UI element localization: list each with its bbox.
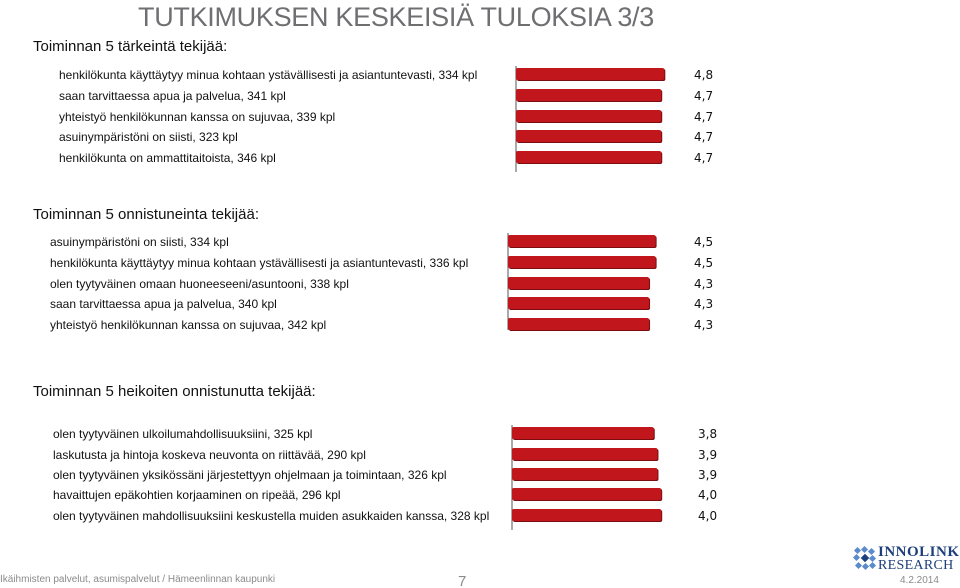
chart-1-value-label: 4,8 xyxy=(694,68,714,82)
chart-1-category-label: henkilökunta on ammattitaitoista, 346 kp… xyxy=(59,151,276,165)
chart-1-value-label: 4,7 xyxy=(694,89,714,103)
chart-2-category-label: asuinympäristöni on siisti, 334 kpl xyxy=(50,235,229,249)
chart-1-bar xyxy=(516,68,665,80)
logo-text-innolink: INNOLINK xyxy=(878,544,960,560)
chart-2-bar xyxy=(508,256,656,268)
chart-3-category-label: laskutusta ja hintoja koskeva neuvonta o… xyxy=(53,448,366,462)
chart-3-category-label: olen tyytyväinen yksikössäni järjestetty… xyxy=(53,468,447,482)
chart-2-bar xyxy=(508,297,650,309)
chart-3-bar xyxy=(512,509,662,521)
chart-3-bar xyxy=(512,488,662,500)
innolink-logo: INNOLINK RESEARCH xyxy=(853,544,959,574)
chart-1-title: Toiminnan 5 tärkeintä tekijää: xyxy=(33,38,228,55)
chart-1-bar xyxy=(516,151,662,163)
chart-2-value-label: 4,3 xyxy=(694,277,714,291)
chart-3-value-label: 3,8 xyxy=(698,427,718,441)
chart-3-category-label: olen tyytyväinen mahdollisuuksiini kesku… xyxy=(53,509,490,523)
chart-1-bar xyxy=(516,89,662,101)
chart-3-category-label: havaittujen epäkohtien korjaaminen on ri… xyxy=(53,488,341,502)
chart-3-bar xyxy=(512,427,654,439)
chart-1-category-label: henkilökunta käyttäytyy minua kohtaan ys… xyxy=(59,68,478,82)
chart-3-title: Toiminnan 5 heikoiten onnistunutta tekij… xyxy=(33,383,316,400)
chart-2-category-label: saan tarvittaessa apua ja palvelua, 340 … xyxy=(50,297,277,311)
page-title: TUTKIMUKSEN KESKEISIÄ TULOKSIA 3/3 xyxy=(138,2,654,32)
footer-date: 4.2.2014 xyxy=(900,575,939,586)
logo-text-research: RESEARCH xyxy=(878,558,954,573)
chart-1-category-label: yhteistyö henkilökunnan kanssa on sujuva… xyxy=(59,110,336,124)
chart-1-value-label: 4,7 xyxy=(694,151,714,165)
chart-2-bar xyxy=(508,277,650,289)
chart-2-category-label: yhteistyö henkilökunnan kanssa on sujuva… xyxy=(50,318,327,332)
chart-1-bar xyxy=(516,110,662,122)
chart-3-bar xyxy=(512,468,658,480)
footer-organization: Ikäihmisten palvelut, asumispalvelut / H… xyxy=(0,574,276,585)
chart-2-value-label: 4,3 xyxy=(694,297,714,311)
chart-1-value-label: 4,7 xyxy=(694,130,714,144)
chart-3-value-label: 3,9 xyxy=(698,448,718,462)
chart-3-category-label: olen tyytyväinen ulkoilumahdollisuuksiin… xyxy=(53,427,313,441)
chart-3-value-label: 4,0 xyxy=(698,509,718,523)
chart-3-value-label: 4,0 xyxy=(698,488,718,502)
logo-mark-icon xyxy=(853,546,877,571)
chart-2-bar xyxy=(508,235,656,247)
chart-3-value-label: 3,9 xyxy=(698,468,718,482)
chart-1-category-label: saan tarvittaessa apua ja palvelua, 341 … xyxy=(59,89,286,103)
chart-2-bar xyxy=(508,318,650,330)
chart-1-category-label: asuinympäristöni on siisti, 323 kpl xyxy=(59,130,238,144)
chart-2-value-label: 4,5 xyxy=(694,235,714,249)
chart-2-value-label: 4,5 xyxy=(694,256,714,270)
chart-2-category-label: henkilökunta käyttäytyy minua kohtaan ys… xyxy=(50,256,469,270)
chart-2-value-label: 4,3 xyxy=(694,318,714,332)
page-number: 7 xyxy=(458,573,467,588)
chart-2-category-label: olen tyytyväinen omaan huoneeseeni/asunt… xyxy=(50,277,349,291)
chart-1-bar xyxy=(516,130,662,142)
chart-1-value-label: 4,7 xyxy=(694,110,714,124)
chart-3-bar xyxy=(512,448,658,460)
chart-2-title: Toiminnan 5 onnistuneinta tekijää: xyxy=(33,206,259,223)
